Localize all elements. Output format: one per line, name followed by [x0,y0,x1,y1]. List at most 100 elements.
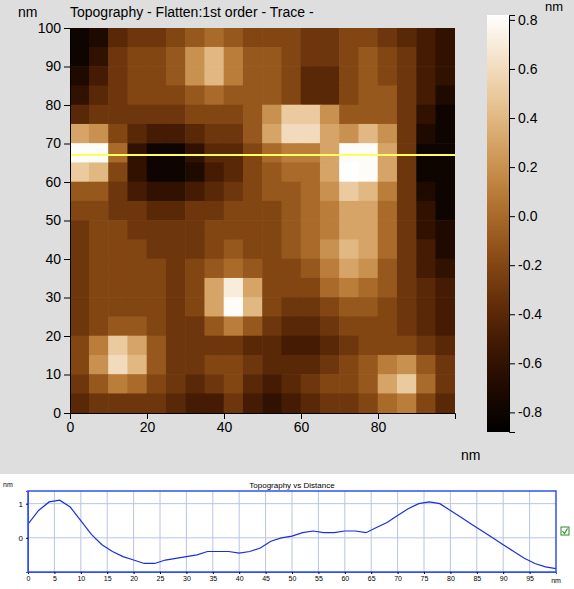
tick-mark [64,259,70,260]
canvas: 0204060800102030405060708090100Topograph… [0,0,574,589]
cell [243,297,263,317]
cell [224,162,244,182]
cell [378,297,398,317]
tick-label: -0.2 [518,257,542,273]
cell [147,66,167,86]
cell [166,124,186,144]
cell [397,85,417,105]
tick: 5 [53,572,57,582]
cell [243,393,263,413]
cell [243,201,263,221]
cell [147,143,167,163]
cell [204,28,224,48]
tick-label: 25 [157,575,165,582]
cell [339,105,359,125]
profile-line [70,154,455,156]
tick: 0 [67,413,75,435]
cell [185,28,205,48]
cell [70,220,90,240]
cell [185,316,205,336]
cell [204,85,224,105]
tick: 0 [53,405,70,421]
heatmap-panel: 0204060800102030405060708090100Topograph… [0,0,574,474]
cell [378,28,398,48]
cell [166,143,186,163]
cell [185,374,205,394]
cell [70,336,90,356]
cell [435,143,455,163]
cell [301,259,321,279]
cell [262,105,282,125]
cell [281,374,301,394]
cell [262,162,282,182]
cell [320,239,340,259]
tick-mark [26,504,28,505]
cell [185,201,205,221]
cell [358,374,378,394]
cell [262,336,282,356]
cell [416,124,436,144]
cell [224,182,244,202]
cell [89,143,109,163]
tick-mark [64,336,70,337]
cell [243,336,263,356]
cell [185,143,205,163]
cell [127,259,147,279]
cell [320,28,340,48]
cell [397,297,417,317]
cell [147,297,167,317]
tick-mark [64,298,70,299]
grid-line [28,537,556,538]
cell [416,143,436,163]
tick-label: 10 [77,575,85,582]
cell [70,278,90,298]
cell [89,182,109,202]
cell [378,316,398,336]
cell [70,28,90,48]
cell [204,143,224,163]
y-axis-title: nm [3,481,13,488]
tick-mark [64,28,70,29]
cell [262,220,282,240]
cell [435,47,455,67]
cell [127,316,147,336]
tick-label: 40 [236,575,244,582]
cell [262,393,282,413]
cell [243,105,263,125]
cell [166,162,186,182]
tick: 85 [473,572,481,582]
cell [70,85,90,105]
tick-label: 30 [45,289,61,305]
cell [147,355,167,375]
cell [166,201,186,221]
tick: 40 [236,572,244,582]
cell [89,85,109,105]
tick: 70 [45,135,70,151]
cell [108,105,128,125]
cell [89,336,109,356]
cell [185,278,205,298]
tick-label: 90 [500,575,508,582]
cell [281,316,301,336]
cell [320,201,340,221]
cell [243,124,263,144]
cell [127,201,147,221]
cell [185,220,205,240]
tick: 65 [368,572,376,582]
tick-mark [266,572,267,574]
cell [89,124,109,144]
cell [397,336,417,356]
cell [204,162,224,182]
cell [89,105,109,125]
tick: 20 [45,328,70,344]
cell [320,66,340,86]
tick-label: 65 [368,575,376,582]
tick-mark [64,182,70,183]
tick-mark [509,118,515,119]
cell [89,355,109,375]
cell [204,105,224,125]
cell [339,47,359,67]
cell [108,336,128,356]
tick-label: 0 [19,534,24,543]
tick-mark [54,572,55,574]
